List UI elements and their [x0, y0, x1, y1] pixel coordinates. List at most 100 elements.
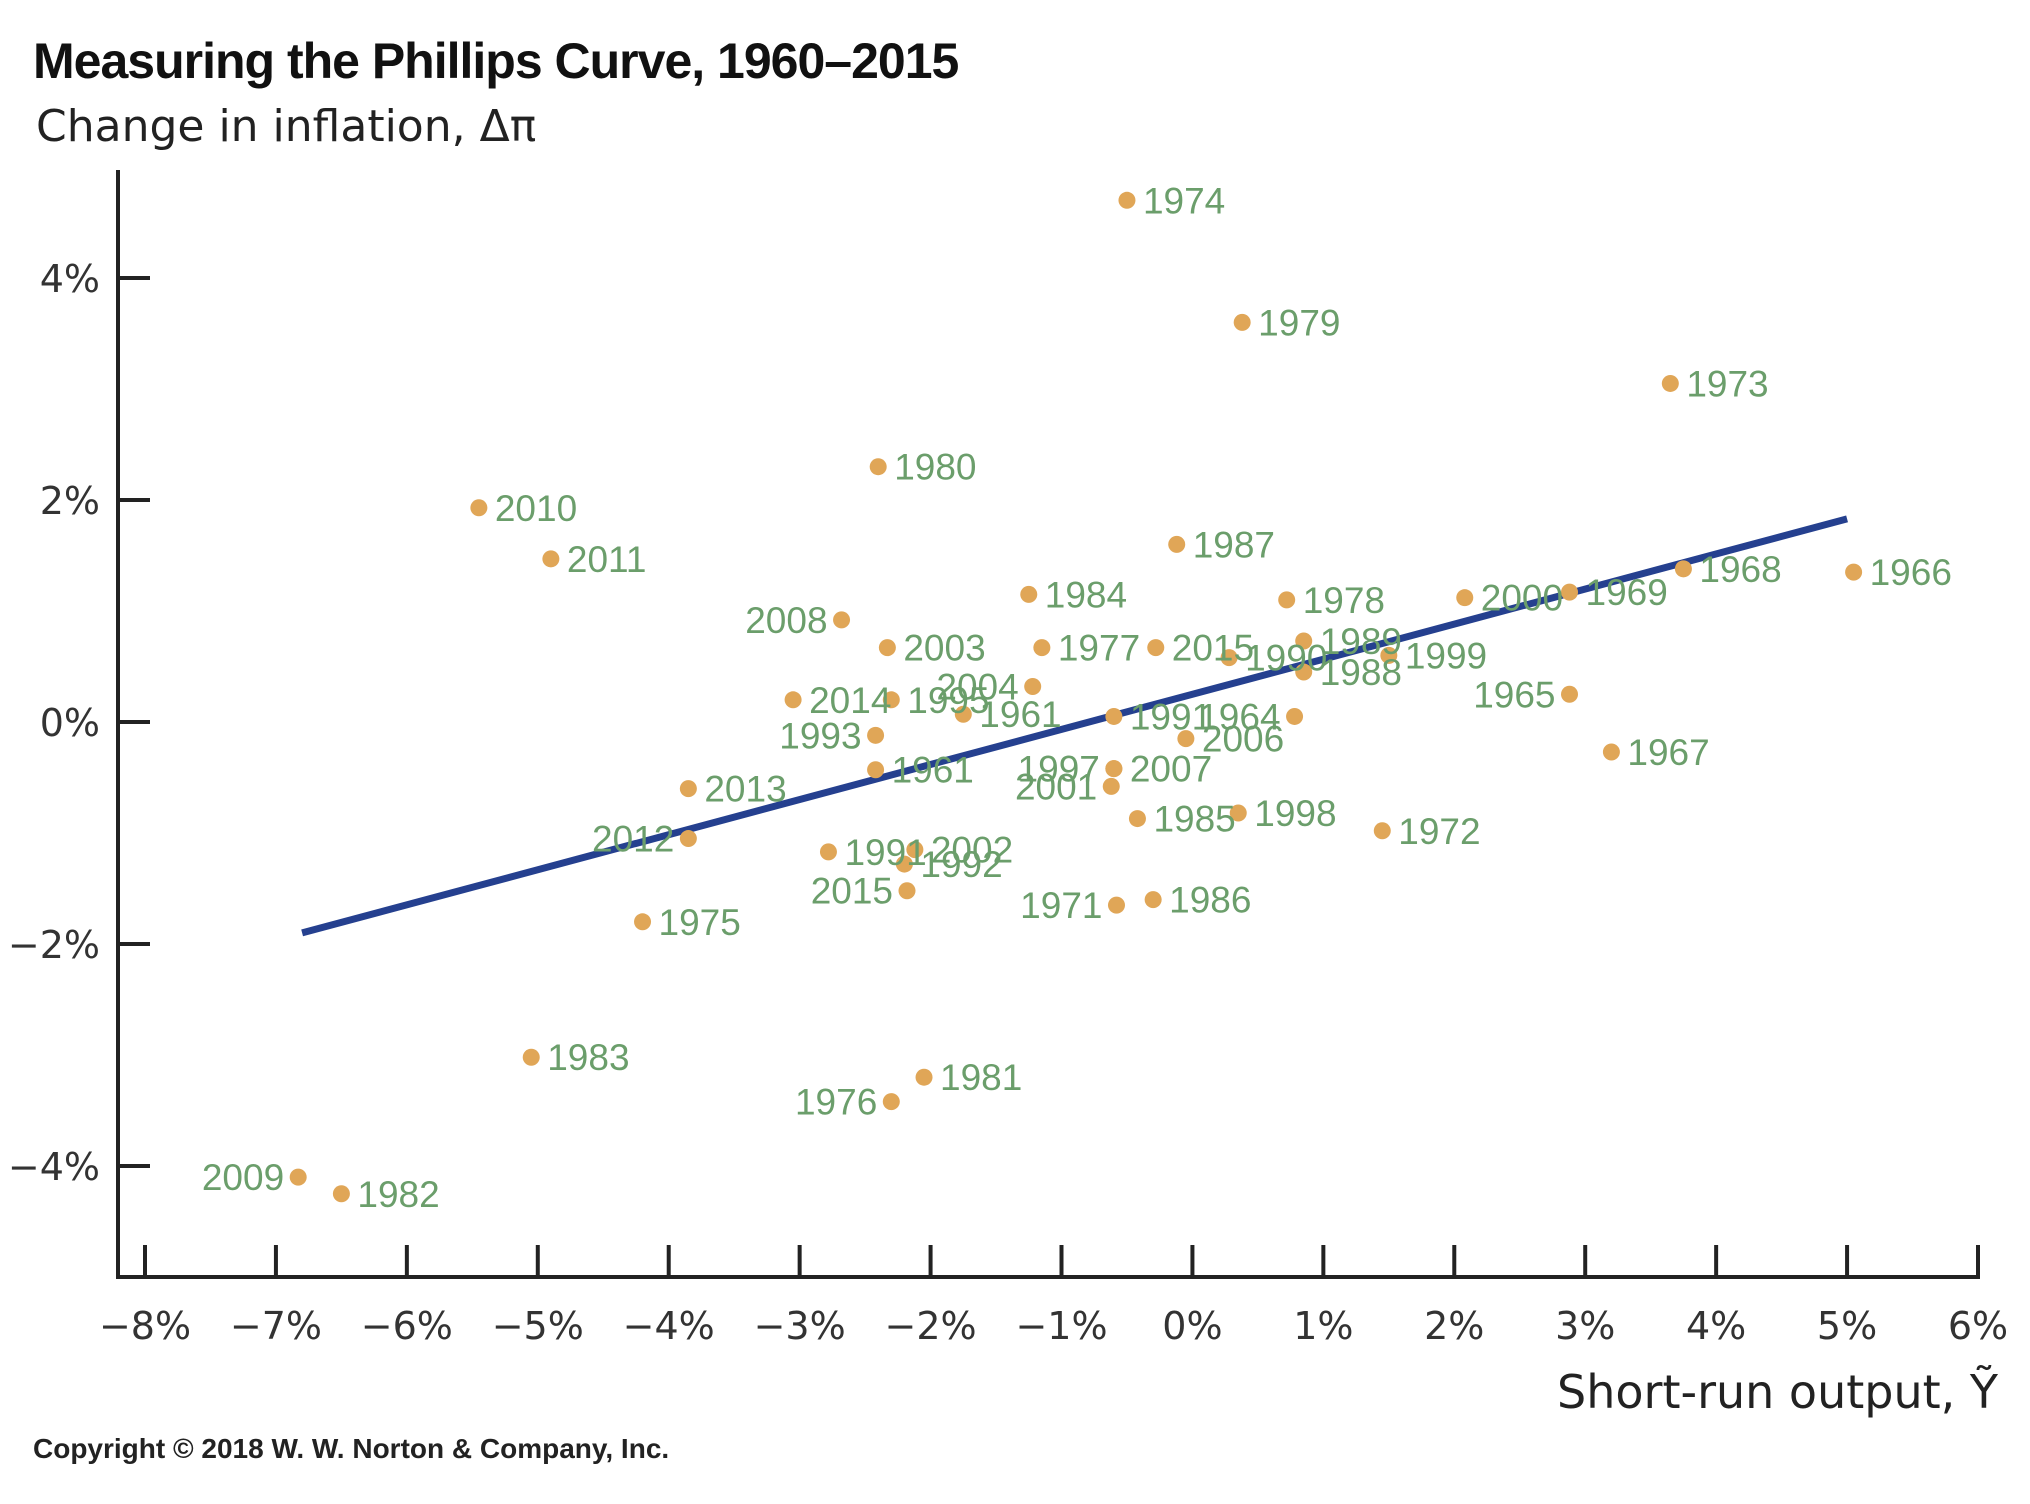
y-tick-label: −2% [8, 923, 100, 967]
chart-title: Measuring the Phillips Curve, 1960–2015 [33, 33, 958, 89]
data-point [1020, 585, 1038, 603]
x-tick-label: −8% [99, 1304, 191, 1348]
data-point-label: 1978 [1303, 580, 1385, 621]
data-point-label: 1976 [795, 1082, 877, 1123]
data-point-label: 2011 [567, 539, 647, 580]
data-point-label: 1973 [1686, 363, 1768, 404]
data-point [869, 458, 887, 476]
data-points [289, 191, 1863, 1203]
data-point-label: 1981 [940, 1057, 1022, 1098]
data-point-label: 1986 [1169, 880, 1251, 921]
data-point [898, 882, 916, 900]
data-point [1602, 743, 1620, 761]
fit-line-layer [301, 515, 1848, 937]
data-point [1168, 535, 1186, 553]
fit-line [301, 515, 1848, 937]
data-point-label: 2001 [1015, 766, 1097, 807]
data-point-label: 2009 [202, 1157, 284, 1198]
data-point-label: 1980 [894, 447, 976, 488]
x-tick-label: −1% [1015, 1304, 1107, 1348]
copyright-notice: Copyright © 2018 W. W. Norton & Company,… [33, 1433, 669, 1464]
data-point-label: 2015 [811, 871, 893, 912]
data-point-label: 1982 [357, 1174, 439, 1215]
data-point-label: 2006 [1202, 719, 1284, 760]
data-point-label: 2012 [592, 819, 674, 860]
data-point-label: 1969 [1586, 572, 1668, 613]
data-point [1286, 707, 1304, 725]
data-point-label: 1965 [1473, 674, 1555, 715]
data-point [470, 499, 488, 517]
data-point [819, 843, 837, 861]
data-point [895, 855, 913, 873]
x-tick-label: 4% [1686, 1304, 1746, 1348]
x-tick-label: 1% [1293, 1304, 1353, 1348]
data-point-label: 1961 [892, 750, 974, 791]
data-point [915, 1068, 933, 1086]
data-point [882, 691, 900, 709]
data-point-label: 2013 [704, 769, 786, 810]
data-point [1661, 374, 1679, 392]
x-axis-ticks: −8% −7% −6% −5% −4% −3% −2% −1% 0% 1% 2% 3% 4% 5% 6% [99, 1245, 2008, 1348]
data-point-label: 1971 [1020, 885, 1102, 926]
data-point-label: 2000 [1481, 578, 1563, 619]
data-point-label: 2010 [495, 488, 577, 529]
data-point-label: 1989 [1320, 621, 1402, 662]
data-point [1561, 685, 1579, 703]
x-tick-label: 6% [1948, 1304, 2008, 1348]
data-point [634, 913, 652, 931]
data-point-label: 1968 [1699, 549, 1781, 590]
data-point [1456, 589, 1474, 607]
data-point [1118, 191, 1136, 209]
data-point [332, 1185, 350, 1203]
data-point [1128, 810, 1146, 828]
x-tick-label: −6% [361, 1304, 453, 1348]
data-point-labels: 1974 1979 1973 1980 2010 2011 1987 1978 1968 1966… [202, 180, 1952, 1214]
x-tick-label: −7% [230, 1304, 322, 1348]
y-axis-title: Change in inflation, Δπ [36, 101, 536, 152]
data-point [882, 1093, 900, 1111]
data-point-label: 1964 [1198, 696, 1280, 737]
data-point [954, 705, 972, 723]
data-point [1295, 632, 1313, 650]
data-point-label: 1991 [844, 832, 926, 873]
data-point [1278, 591, 1296, 609]
data-point-label: 1997 [1018, 749, 1100, 790]
data-point [867, 726, 885, 744]
data-point-label: 2014 [809, 680, 891, 721]
data-point [1105, 707, 1123, 725]
data-point [679, 830, 697, 848]
data-point-label: 1998 [1254, 793, 1336, 834]
data-point [867, 761, 885, 779]
data-point [1144, 891, 1162, 909]
data-point-label: 2004 [936, 666, 1018, 707]
y-tick-label: −4% [8, 1145, 100, 1189]
data-point [1845, 563, 1863, 581]
x-tick-label: 0% [1162, 1304, 1222, 1348]
data-point [784, 691, 802, 709]
data-point [1102, 777, 1120, 795]
x-tick-label: −5% [492, 1304, 584, 1348]
data-point [1229, 804, 1247, 822]
data-point-label: 1988 [1320, 652, 1402, 693]
data-point [1177, 730, 1195, 748]
data-point [878, 639, 896, 657]
x-tick-label: 3% [1555, 1304, 1615, 1348]
data-point-label: 1967 [1627, 732, 1709, 773]
data-point [1380, 646, 1398, 664]
x-tick-label: 5% [1817, 1304, 1877, 1348]
data-point-label: 1984 [1045, 574, 1127, 615]
x-axis-title: Short-run output, Ỹ [1557, 1365, 1999, 1419]
data-point-label: 1991 [1130, 696, 1212, 737]
data-point [1105, 760, 1123, 778]
x-tick-label: −3% [754, 1304, 846, 1348]
data-point-label: 1999 [1405, 635, 1487, 676]
data-point-label: 2015 [1172, 628, 1254, 669]
data-point-label: 2002 [931, 830, 1013, 871]
data-point [1107, 896, 1125, 914]
data-point-label: 1993 [779, 715, 861, 756]
x-tick-label: −4% [623, 1304, 715, 1348]
data-point-label: 1961 [979, 694, 1061, 735]
data-point [1024, 677, 1042, 695]
